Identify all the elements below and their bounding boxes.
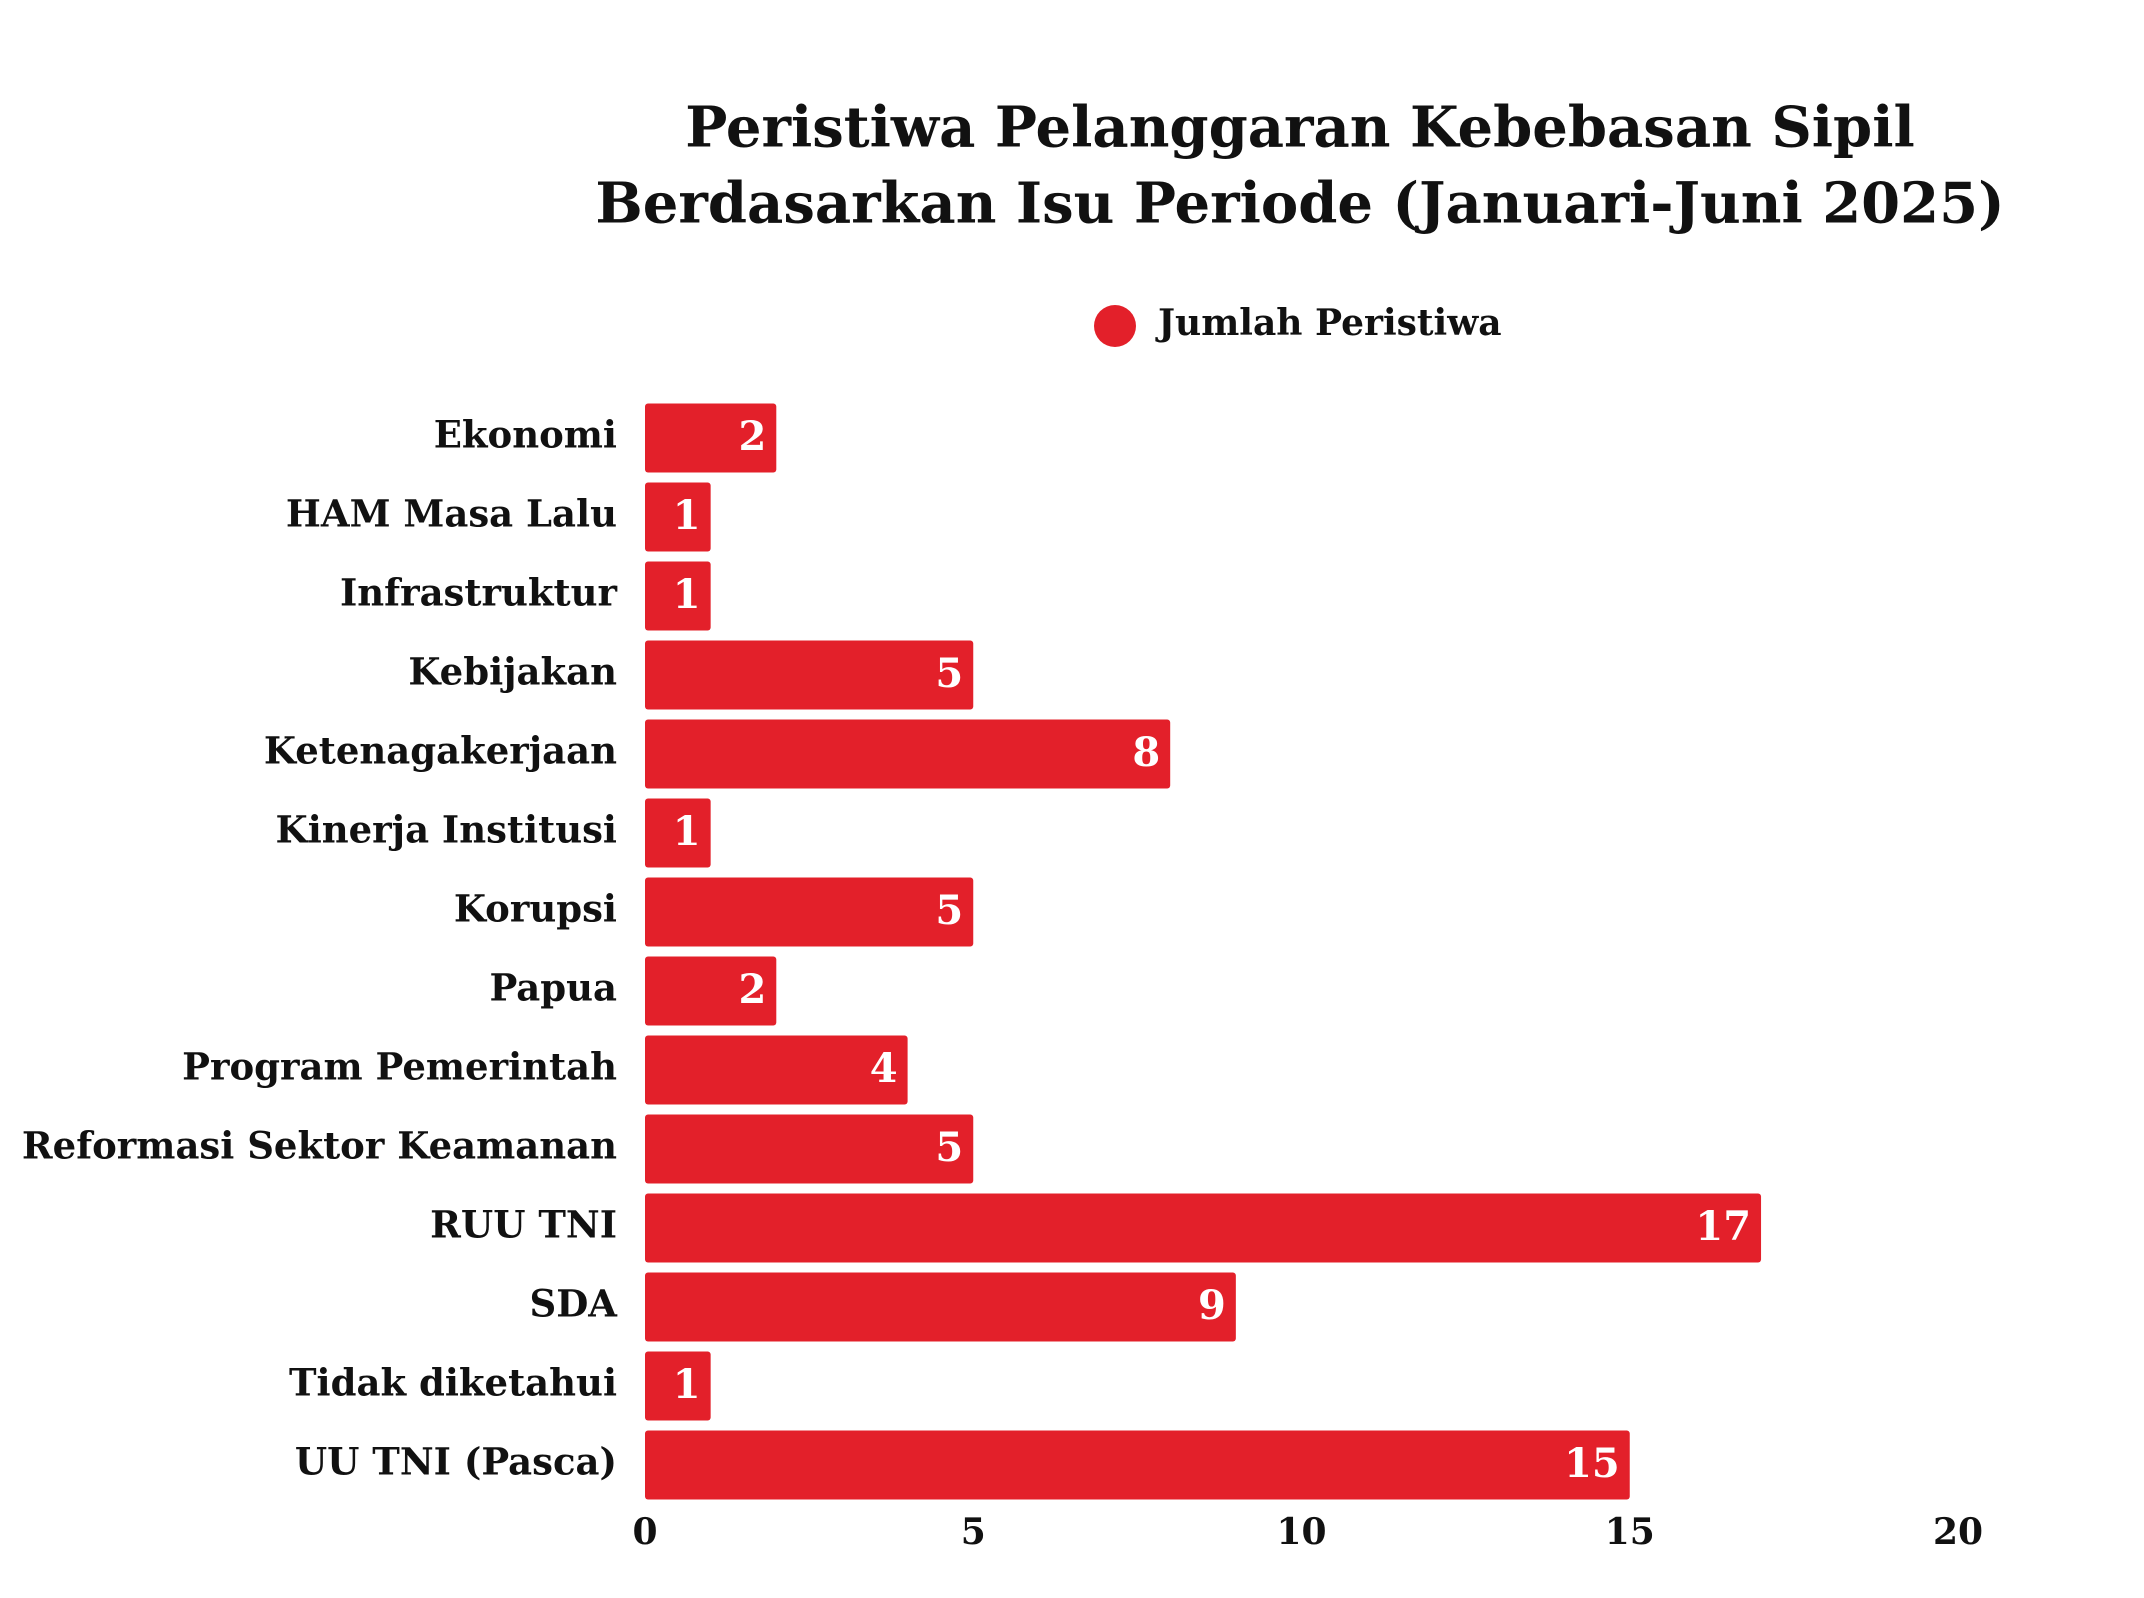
x-tick-label: 20 — [1933, 1511, 1983, 1553]
x-tick-label: 0 — [632, 1511, 657, 1553]
value-label: 8 — [1132, 729, 1160, 776]
bar — [645, 1035, 908, 1105]
y-tick-label: Ekonomi — [434, 413, 617, 457]
value-label: 1 — [673, 492, 701, 539]
y-tick-label: Infrastruktur — [340, 571, 618, 615]
y-tick-label: UU TNI (Pasca) — [295, 1440, 617, 1484]
y-tick-label: HAM Masa Lalu — [286, 492, 617, 536]
bar — [645, 640, 974, 710]
value-label: 2 — [738, 966, 766, 1013]
y-tick-label: Kinerja Institusi — [276, 808, 617, 852]
chart-title: Berdasarkan Isu Periode (Januari-Juni 20… — [595, 171, 2004, 237]
value-label: 5 — [935, 650, 963, 697]
value-label: 2 — [738, 413, 766, 460]
bar — [645, 1114, 974, 1184]
value-label: 1 — [673, 1361, 701, 1408]
bar — [645, 956, 777, 1026]
bar — [645, 482, 711, 552]
legend-label: Jumlah Peristiwa — [1155, 302, 1502, 344]
y-tick-label: Tidak diketahui — [289, 1361, 617, 1405]
y-tick-label: Reformasi Sektor Keamanan — [22, 1124, 617, 1168]
value-label: 5 — [935, 1124, 963, 1171]
bar — [645, 798, 711, 868]
bar — [645, 1351, 711, 1421]
bar — [645, 1430, 1630, 1500]
bar — [645, 1272, 1236, 1342]
y-tick-label: Ketenagakerjaan — [264, 729, 617, 773]
value-label: 15 — [1564, 1440, 1620, 1487]
x-tick-label: 15 — [1605, 1511, 1655, 1553]
value-label: 17 — [1695, 1203, 1751, 1250]
y-tick-label: Korupsi — [454, 887, 617, 931]
y-tick-label: RUU TNI — [430, 1203, 617, 1247]
value-label: 1 — [673, 808, 701, 855]
legend-swatch — [1094, 305, 1136, 347]
y-tick-label: SDA — [529, 1282, 618, 1326]
bar — [645, 877, 974, 947]
x-tick-label: 5 — [961, 1511, 986, 1553]
chart-title: Peristiwa Pelanggaran Kebebasan Sipil — [685, 95, 1915, 161]
y-tick-label: Program Pemerintah — [182, 1045, 617, 1089]
y-tick-label: Kebijakan — [408, 650, 617, 694]
value-label: 5 — [935, 887, 963, 934]
value-label: 1 — [673, 571, 701, 618]
x-tick-label: 10 — [1276, 1511, 1326, 1553]
value-label: 4 — [870, 1045, 898, 1092]
value-label: 9 — [1198, 1282, 1226, 1329]
bar — [645, 403, 777, 473]
y-tick-label: Papua — [489, 966, 617, 1010]
bar — [645, 719, 1171, 789]
bar — [645, 561, 711, 631]
bar — [645, 1193, 1762, 1263]
